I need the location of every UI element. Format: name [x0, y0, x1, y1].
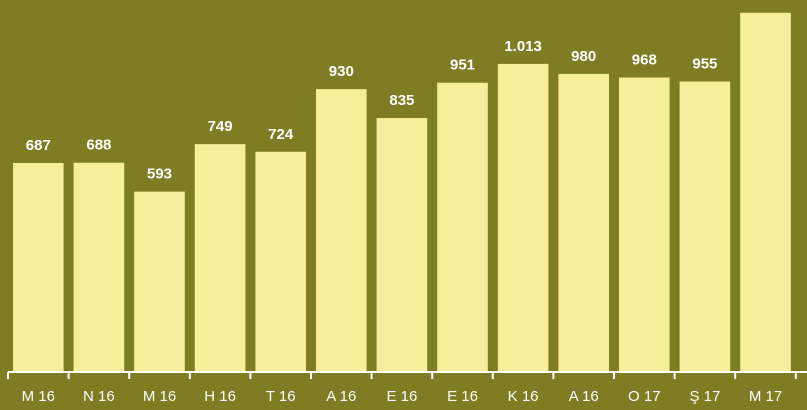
bar-value-label: 593: [147, 166, 172, 183]
value-labels-group: 687 688 593 749 724 930 835 951 1.013 980 968 955: [26, 38, 718, 183]
bar-value-label: 835: [389, 92, 414, 109]
bar: [619, 77, 670, 372]
bar-value-label: 951: [450, 57, 475, 74]
bar-value-label: 968: [632, 52, 657, 69]
bar: [437, 82, 488, 373]
bars-group: [13, 12, 791, 373]
bar: [497, 63, 549, 372]
bar-value-label: 955: [692, 56, 717, 73]
bar: [255, 151, 306, 372]
x-axis-tick-label: M 17: [749, 388, 782, 405]
x-axis-tick-label: Ş 17: [689, 388, 720, 405]
x-axis-tick-label: E 16: [386, 388, 417, 405]
bar: [558, 73, 609, 373]
x-axis-labels-group: M 16 N 16 M 16 H 16 T 16 A 16 E 16 E 16 K 16 A 16…: [22, 388, 783, 405]
bar-value-label: 687: [26, 137, 51, 154]
x-axis-tick-label: O 17: [628, 388, 661, 405]
bar-value-label: 688: [86, 137, 111, 154]
bar: [376, 118, 428, 373]
x-axis-tick-label: M 16: [143, 388, 176, 405]
bar: [13, 163, 64, 372]
bar: [73, 162, 125, 372]
x-axis-tick-label: M 16: [22, 388, 55, 405]
x-axis-ticks-group: [7, 372, 797, 379]
bar-value-label: 980: [571, 48, 596, 65]
bar-value-label: 930: [329, 63, 354, 80]
bar-value-label: 724: [268, 126, 294, 143]
bar: [316, 89, 367, 373]
bar: [740, 12, 791, 373]
bar: [679, 81, 731, 373]
x-axis-tick-label: K 16: [508, 388, 539, 405]
bar-value-label: 749: [208, 118, 233, 135]
x-axis-tick-label: H 16: [204, 388, 236, 405]
x-axis-tick-label: T 16: [266, 388, 296, 405]
x-axis-tick-label: N 16: [83, 388, 115, 405]
bar: [194, 144, 246, 372]
x-axis-tick-label: A 16: [326, 388, 356, 405]
x-axis-tick-label: A 16: [569, 388, 599, 405]
bar: [134, 191, 185, 372]
bar-value-label: 1.013: [504, 38, 542, 55]
x-axis-tick-label: E 16: [447, 388, 478, 405]
